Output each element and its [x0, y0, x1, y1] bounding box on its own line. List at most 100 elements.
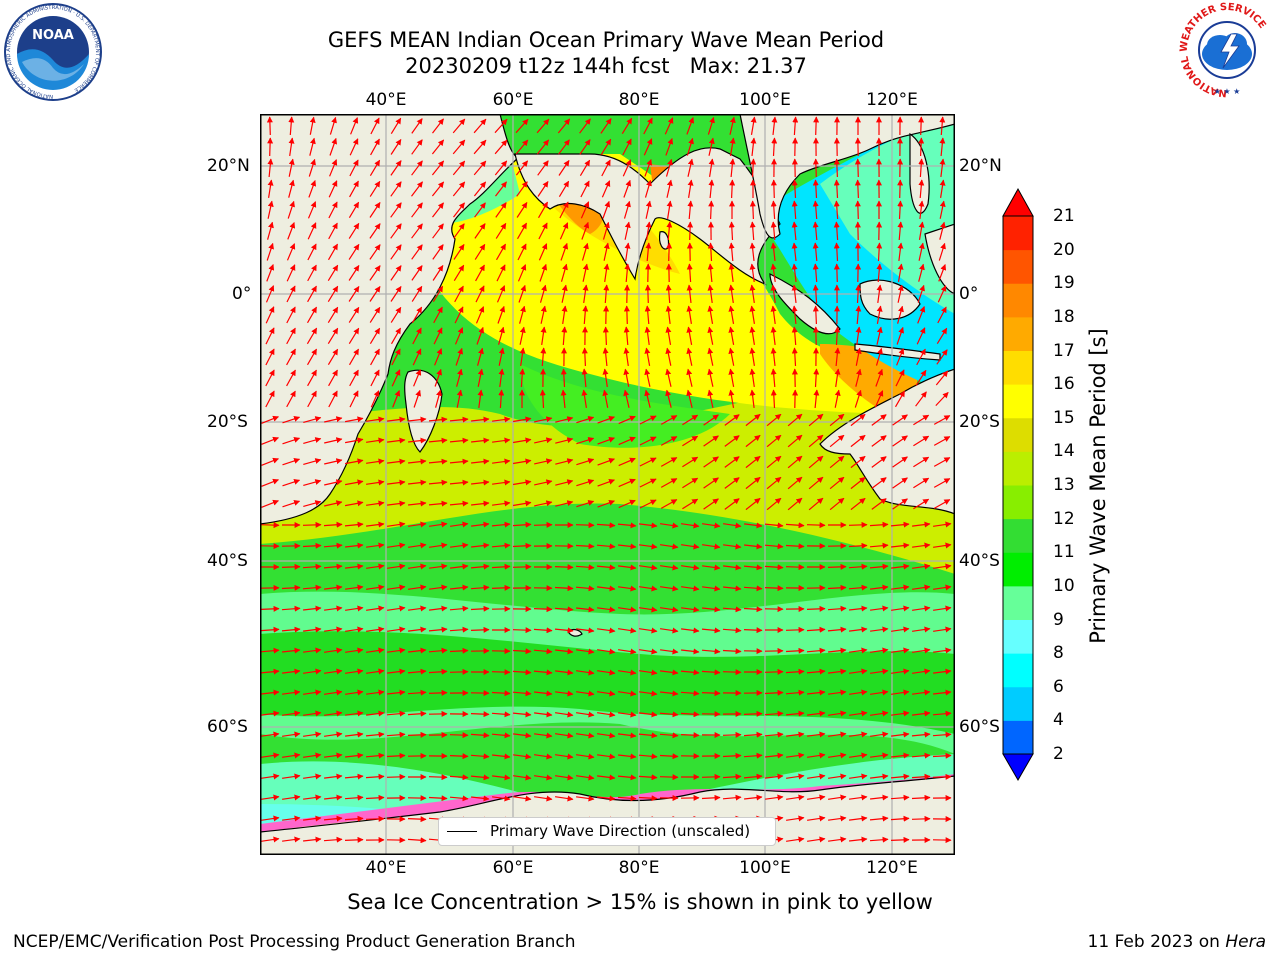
colorbar-segment — [1003, 686, 1033, 721]
wave-arrow — [618, 564, 637, 571]
wave-arrow — [412, 348, 422, 366]
wave-arrow — [261, 499, 279, 508]
wave-arrow — [639, 606, 658, 613]
wave-arrow — [411, 306, 423, 324]
colorbar-tick: 11 — [1053, 542, 1075, 563]
colorbar-tick: 4 — [1053, 710, 1064, 731]
wave-arrow — [660, 669, 679, 676]
wave-arrow — [687, 221, 694, 241]
wave-arrow — [916, 327, 926, 345]
wave-arrow — [829, 476, 845, 490]
wave-arrow — [871, 498, 887, 510]
wave-arrow — [791, 221, 798, 241]
wave-arrow — [349, 390, 359, 408]
wave-arrow — [686, 117, 695, 135]
wave-arrow — [391, 348, 401, 366]
wave-arrow — [539, 263, 548, 282]
wave-arrow — [891, 584, 910, 591]
wave-arrow — [491, 690, 511, 697]
wave-arrow — [896, 326, 904, 345]
wave-arrow — [348, 222, 360, 239]
wave-arrow — [749, 326, 756, 345]
wave-arrow — [267, 179, 274, 198]
tick-bottom-100E: 100°E — [739, 858, 791, 878]
wave-arrow — [744, 522, 763, 529]
wave-arrow — [324, 605, 343, 612]
wave-arrow — [808, 434, 824, 448]
wave-arrow — [474, 223, 486, 239]
wave-arrow — [913, 414, 930, 426]
wave-arrow — [855, 347, 862, 366]
wave-arrow — [286, 369, 296, 387]
wave-arrow — [660, 606, 679, 613]
wave-arrow — [470, 711, 490, 718]
wave-arrow — [618, 627, 637, 634]
noaa-logo-text: NOAA — [32, 28, 74, 43]
wave-arrow — [870, 584, 889, 591]
wave-arrow — [870, 794, 889, 801]
wave-arrow — [749, 263, 756, 282]
wave-arrow — [597, 648, 616, 655]
colorbar-segment — [1003, 619, 1033, 654]
wave-arrow — [303, 437, 322, 444]
wave-arrow — [682, 456, 699, 468]
tick-top-40E: 40°E — [365, 90, 407, 110]
wave-arrow — [749, 368, 756, 387]
wave-arrow — [454, 285, 464, 303]
wave-arrow — [328, 180, 338, 198]
wave-arrow — [828, 689, 847, 696]
wave-arrow — [558, 160, 570, 176]
wave-arrow — [492, 479, 511, 486]
wave-arrow — [387, 647, 406, 654]
wave-arrow — [701, 669, 721, 676]
wave-arrow — [260, 522, 280, 529]
wave-arrow — [917, 306, 926, 324]
wave-arrow — [764, 564, 784, 571]
wave-arrow — [534, 500, 553, 507]
wave-arrow — [828, 731, 847, 738]
tick-left-0: 0° — [232, 284, 252, 304]
wave-arrow — [449, 479, 469, 486]
footer-credit: NCEP/EMC/Verification Post Processing Pr… — [13, 932, 576, 952]
wave-arrow — [307, 369, 317, 387]
wave-arrow — [470, 774, 490, 781]
wave-arrow — [582, 284, 589, 303]
wave-arrow — [787, 413, 803, 427]
wave-arrow — [282, 794, 301, 801]
wave-arrow — [350, 117, 359, 135]
wave-arrow — [728, 284, 735, 303]
wave-arrow — [392, 390, 401, 408]
wave-arrow — [348, 327, 360, 345]
wave-arrow — [539, 389, 546, 409]
colorbar-tick: 8 — [1053, 643, 1064, 664]
wave-arrow — [848, 521, 868, 528]
wave-arrow — [895, 369, 905, 387]
wave-arrow — [639, 669, 658, 676]
wave-arrow — [537, 160, 549, 176]
wave-arrow — [261, 794, 280, 801]
wave-arrow — [555, 648, 574, 655]
wave-arrow — [449, 605, 469, 612]
wave-arrow — [533, 606, 553, 613]
wave-arrow — [344, 815, 364, 822]
wave-arrow — [666, 221, 673, 241]
wave-arrow — [770, 179, 777, 199]
wave-arrow — [303, 605, 322, 612]
wave-arrow — [324, 500, 343, 507]
wave-arrow — [428, 774, 448, 781]
wave-arrow — [686, 326, 693, 346]
wave-arrow — [665, 138, 674, 156]
wave-arrow — [785, 543, 805, 550]
wave-arrow — [580, 201, 590, 219]
colorbar-segments — [1003, 216, 1033, 755]
wave-arrow — [707, 326, 714, 345]
wave-arrow — [408, 542, 427, 549]
wave-arrow — [491, 669, 511, 676]
wave-arrow — [622, 159, 632, 177]
wave-arrow — [282, 773, 301, 780]
wave-arrow — [370, 369, 380, 387]
wave-arrow — [282, 647, 301, 654]
wave-arrow — [602, 347, 609, 367]
wave-arrow — [743, 752, 763, 759]
wave-arrow — [932, 710, 952, 717]
